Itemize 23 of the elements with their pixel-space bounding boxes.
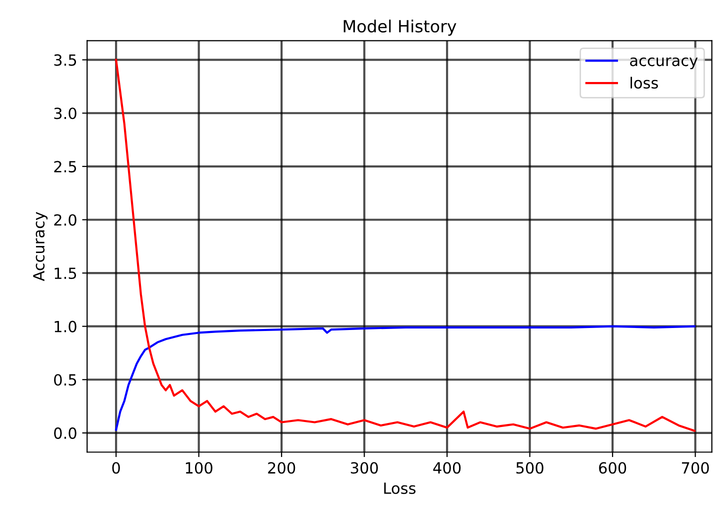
x-tick-label: 100 (186, 462, 212, 474)
y-tick-label: 0.0 (54, 427, 76, 439)
y-tick-label: 1.0 (54, 320, 76, 332)
y-tick-label: 2.5 (54, 160, 76, 172)
legend-label: accuracy (630, 57, 698, 70)
x-tick-label: 500 (516, 462, 544, 474)
x-axis-title: Loss (384, 482, 416, 494)
line-series (115, 58, 696, 432)
y-tick-label: 2.0 (54, 214, 76, 226)
y-tick-label: 1.5 (54, 268, 76, 280)
x-tick-label: 700 (682, 462, 709, 474)
x-tick-label: 300 (350, 462, 378, 474)
x-tick-label: 600 (599, 462, 626, 474)
x-tick-label: 0 (112, 462, 120, 474)
x-tick-label: 200 (268, 462, 296, 474)
line-series (115, 325, 696, 431)
chart-title: Model History (344, 20, 456, 36)
y-tick-label: 0.5 (54, 374, 76, 386)
x-tick-label: 400 (433, 462, 461, 474)
y-tick-label: 3.0 (54, 108, 76, 120)
legend-label: loss (630, 76, 658, 89)
y-axis-title: Accuracy (33, 212, 48, 282)
y-tick-label: 3.5 (54, 54, 76, 66)
